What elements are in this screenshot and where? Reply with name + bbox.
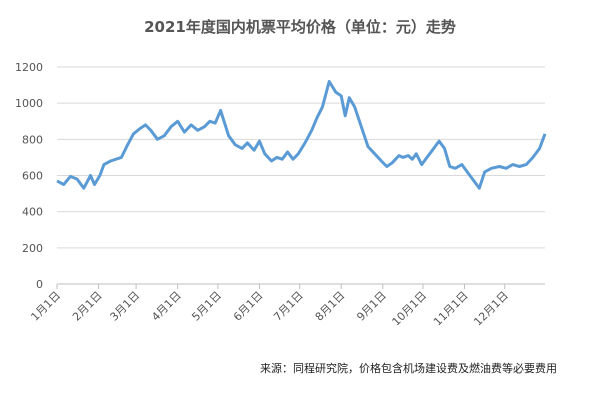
y-tick-label: 800	[22, 133, 43, 146]
x-tick-label: 12月1日	[471, 289, 511, 329]
x-tick-label: 6月1日	[231, 289, 266, 324]
y-tick-label: 200	[22, 242, 43, 255]
x-tick-label: 2月1日	[70, 289, 105, 324]
x-tick-label: 11月1日	[431, 289, 471, 329]
y-tick-label: 400	[22, 206, 43, 219]
source-note: 来源：同程研究院，价格包含机场建设费及燃油费等必要费用	[260, 361, 557, 375]
x-tick-label: 1月1日	[28, 289, 63, 324]
x-tick-label: 8月1日	[313, 289, 348, 324]
x-tick-label: 7月1日	[271, 289, 306, 324]
x-tick-label: 10月1日	[390, 289, 430, 329]
x-tick-label: 5月1日	[189, 289, 224, 324]
y-tick-label: 600	[22, 170, 43, 183]
y-tick-label: 0	[36, 278, 43, 291]
x-tick-label: 4月1日	[149, 289, 184, 324]
x-tick-label: 9月1日	[354, 289, 389, 324]
x-tick-label: 3月1日	[108, 289, 143, 324]
y-tick-label: 1200	[15, 61, 43, 74]
y-tick-label: 1000	[15, 97, 43, 110]
chart-title: 2021年度国内机票平均价格（单位：元）走势	[144, 18, 456, 36]
price-line	[56, 80, 547, 190]
